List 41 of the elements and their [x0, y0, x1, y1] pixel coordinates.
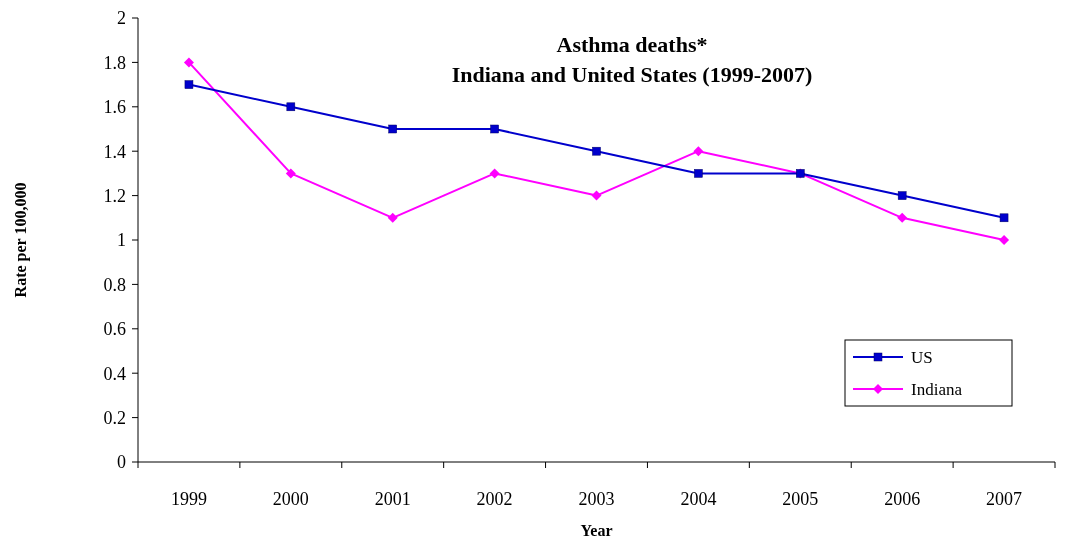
- point: [999, 235, 1010, 245]
- x-tick-label: 2007: [986, 489, 1023, 509]
- x-tick-label: 2001: [374, 489, 411, 509]
- point: [387, 212, 398, 223]
- point: [489, 168, 500, 179]
- y-tick-label: 0.6: [103, 319, 126, 340]
- point: [490, 124, 499, 134]
- y-tick-label: 0: [117, 452, 126, 473]
- y-tick-label: 1: [117, 230, 126, 251]
- point: [388, 124, 397, 134]
- point: [591, 190, 602, 201]
- y-tick-label: 1.8: [103, 52, 126, 73]
- x-tick-label: 2004: [680, 489, 717, 509]
- x-tick-label: 2002: [476, 489, 513, 509]
- legend-label: Indiana: [911, 379, 963, 399]
- y-tick-label: 0.8: [103, 274, 126, 295]
- x-tick-label: 2006: [884, 489, 921, 509]
- x-tick-label: 1999: [170, 489, 207, 509]
- x-tick-label: 2000: [272, 489, 309, 509]
- y-tick-label: 1.2: [103, 185, 126, 206]
- legend-label: US: [911, 347, 933, 367]
- text: Asthma deaths* Indiana and United States (1999-2007): [451, 32, 813, 87]
- y-tick-label: 0.2: [103, 407, 126, 428]
- point: [184, 80, 194, 89]
- point: [897, 191, 907, 200]
- point: [592, 146, 601, 156]
- y-tick-label: 1.4: [103, 141, 126, 162]
- point: [897, 212, 908, 223]
- x-tick-label: 2005: [782, 489, 819, 509]
- point: [999, 213, 1009, 223]
- point: [693, 146, 704, 157]
- y-tick-label: 0.4: [103, 363, 126, 384]
- point: [286, 102, 296, 112]
- y-tick-label: 1.6: [103, 97, 126, 118]
- y-tick-label: 2: [117, 8, 126, 29]
- point: [285, 168, 296, 179]
- x-axis-title: Year: [580, 522, 613, 539]
- y-axis-title: Rate per 100,000: [12, 182, 30, 298]
- x-tick-label: 2003: [578, 489, 615, 509]
- point: [694, 169, 703, 178]
- point: [183, 57, 194, 68]
